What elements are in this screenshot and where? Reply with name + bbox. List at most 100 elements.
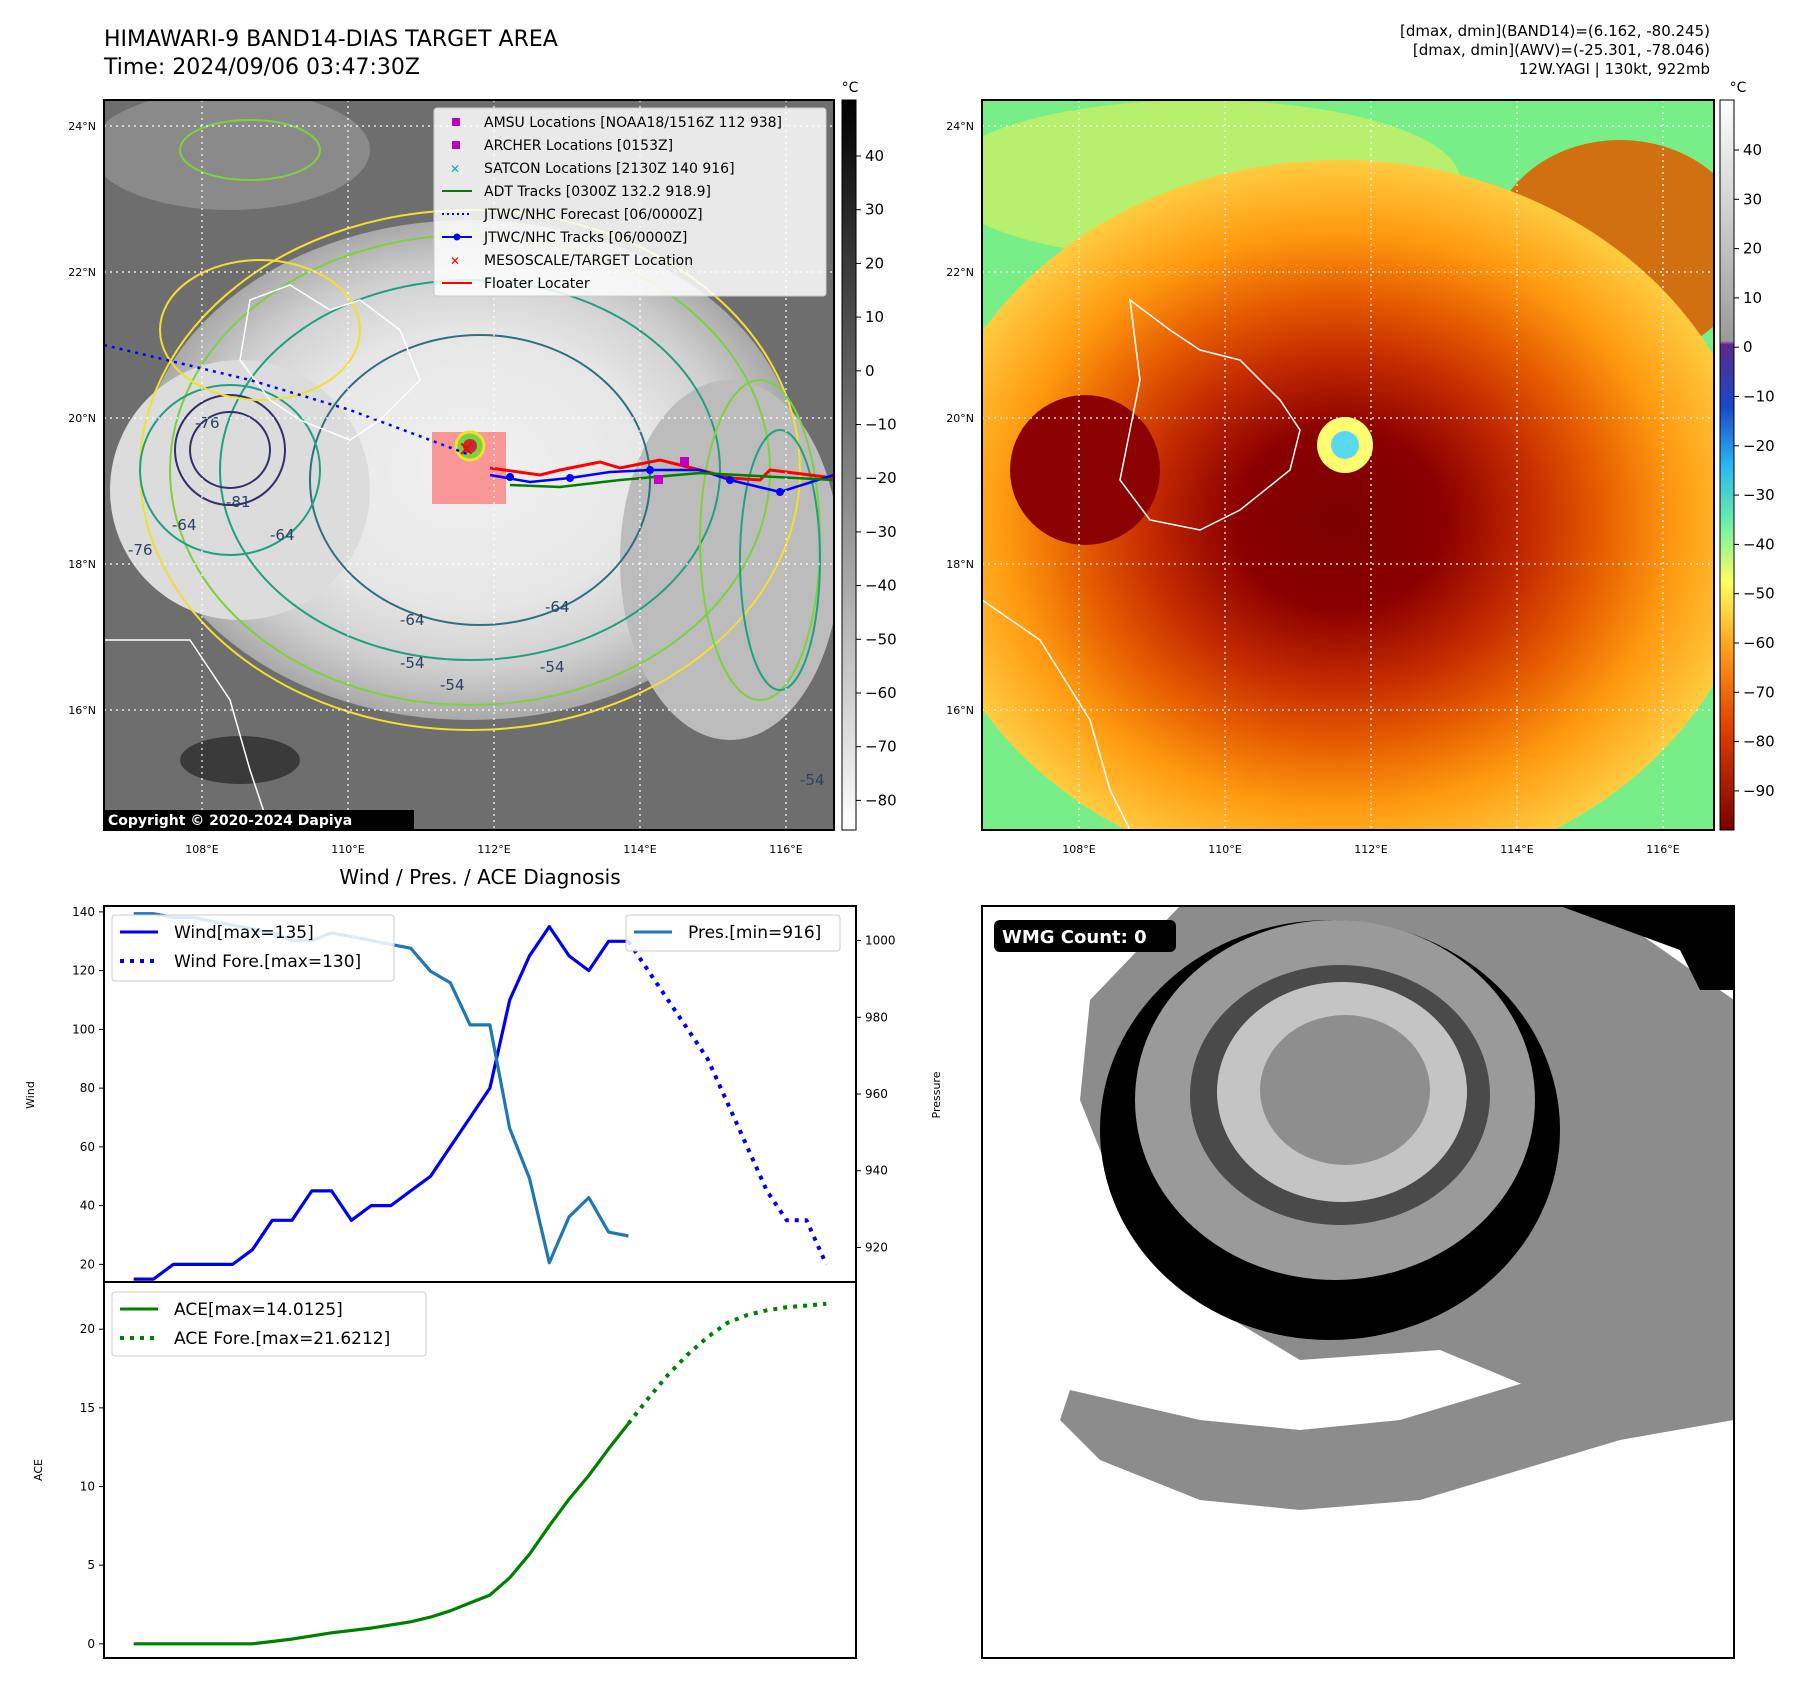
pressure-tick-label: 940 xyxy=(865,1164,888,1178)
ir-contour-labels: -64 -54 -76 -81 -64 -64 -54 -54 -54 -64 … xyxy=(128,414,825,789)
colorbar-tick-label: 10 xyxy=(1743,289,1762,307)
ace-tick-label: 15 xyxy=(80,1401,95,1415)
svg-text:20°N: 20°N xyxy=(68,412,96,425)
ace-tick-label: 0 xyxy=(87,1637,95,1651)
wmg-ne-corner xyxy=(1560,906,1734,990)
colorbar-tick-label: 30 xyxy=(865,201,884,219)
colorbar-tick-label: −80 xyxy=(1743,733,1775,751)
ir-legend: AMSU Locations [NOAA18/1516Z 112 938] AR… xyxy=(433,107,827,297)
svg-text:-64: -64 xyxy=(172,516,197,534)
svg-text:-76: -76 xyxy=(128,541,153,559)
mesoscale-target-marker: ✕ xyxy=(458,437,475,461)
wmg-frame xyxy=(981,905,1735,1659)
wind-tick-label: 40 xyxy=(80,1199,95,1213)
colorbar-tick-label: 30 xyxy=(1743,190,1762,208)
legend-archer-swatch xyxy=(452,141,460,149)
legend-ace: ACE[max=14.0125] xyxy=(174,1300,343,1320)
colorbar-tick-label: −80 xyxy=(865,791,897,809)
awv-storm-field xyxy=(982,160,1714,830)
info-awv: [dmax, dmin](AWV)=(-25.301, -78.046) xyxy=(1412,41,1710,59)
awv-frame xyxy=(981,99,1715,831)
svg-text:18°N: 18°N xyxy=(946,558,974,571)
svg-text:112°E: 112°E xyxy=(477,843,510,856)
awv-eye xyxy=(1331,431,1359,459)
ace-tick-label: 20 xyxy=(80,1322,95,1336)
svg-text:20°N: 20°N xyxy=(946,412,974,425)
ace-tick-label: 5 xyxy=(87,1558,95,1572)
legend-wind: Wind[max=135] xyxy=(174,923,314,943)
copyright-text: Copyright © 2020-2024 Dapiya xyxy=(108,813,352,829)
svg-text:110°E: 110°E xyxy=(331,843,364,856)
svg-text:-54: -54 xyxy=(540,658,565,676)
colorbar-tick-label: 20 xyxy=(865,254,884,272)
legend-tracks: JTWC/NHC Tracks [06/0000Z] xyxy=(483,230,687,246)
pressure-tick-label: 960 xyxy=(865,1087,888,1101)
legend-tracks-dot xyxy=(453,233,461,241)
wmg-eye xyxy=(1260,1015,1430,1165)
ir-coastline xyxy=(239,284,421,441)
colorbar-tick-label: −20 xyxy=(865,469,897,487)
svg-text:112°E: 112°E xyxy=(1354,843,1387,856)
colorbar-tick-label: −20 xyxy=(1743,437,1775,455)
svg-text:24°N: 24°N xyxy=(946,120,974,133)
jtwc-track-points xyxy=(506,466,784,496)
svg-text:-81: -81 xyxy=(226,493,251,511)
legend-amsu-swatch xyxy=(452,118,460,126)
ir-cloud-band-nw xyxy=(104,100,370,210)
wind-axis-label: Wind xyxy=(24,1081,37,1109)
copyright-box xyxy=(104,810,414,830)
colorbar-tick-label: −10 xyxy=(1743,388,1775,406)
figure-info: [dmax, dmin](BAND14)=(6.162, -80.245) [d… xyxy=(1400,22,1710,79)
pressure-tick-label: 980 xyxy=(865,1010,888,1024)
colorbar-tick-label: 0 xyxy=(1743,338,1753,356)
storm-eye-core xyxy=(463,439,477,453)
colorbar-tick-label: −40 xyxy=(865,577,897,595)
pressure-axis-label: Pressure xyxy=(930,1071,943,1118)
ir-lon-labels: 108°E 110°E 112°E 114°E 116°E xyxy=(185,843,802,856)
wind-tick-label: 140 xyxy=(72,905,95,919)
ace-line xyxy=(133,1422,630,1646)
colorbar-tick-label: −60 xyxy=(1743,634,1775,652)
awv-colorbar-ticks: 40 30 20 10 0 −10 −20 −30 −40 −50 −60 −70 −80 −90 xyxy=(1734,141,1775,800)
svg-text:-64: -64 xyxy=(400,611,425,629)
svg-text:-64: -64 xyxy=(545,598,570,616)
colorbar-tick-label: −90 xyxy=(1743,782,1775,800)
ir-colorbar xyxy=(841,99,857,831)
svg-text:-54: -54 xyxy=(440,676,465,694)
legend-archer: ARCHER Locations [0153Z] xyxy=(484,138,673,154)
awv-west-dry-slot xyxy=(1010,395,1160,545)
wind-legend: Wind[max=135] Wind Fore.[max=130] xyxy=(111,914,395,982)
colorbar-tick-label: −50 xyxy=(865,630,897,648)
ir-colorbar-unit: °C xyxy=(842,80,859,96)
awv-gridlines xyxy=(982,100,1714,830)
wind-line xyxy=(133,924,629,1281)
legend-forecast: JTWC/NHC Forecast [06/0000Z] xyxy=(483,207,703,223)
wmg-spiral-band xyxy=(1060,1340,1734,1510)
awv-lat-labels: 24°N 22°N 20°N 18°N 16°N xyxy=(946,120,974,717)
amsu-markers xyxy=(654,457,689,484)
svg-text:24°N: 24°N xyxy=(68,120,96,133)
wind-tick-label: 60 xyxy=(80,1140,95,1154)
legend-wind-fore: Wind Fore.[max=130] xyxy=(174,952,361,972)
wind-tick-label: 80 xyxy=(80,1081,95,1095)
wmg-panel: WMG Count: 0 xyxy=(981,905,1735,1659)
svg-text:-54: -54 xyxy=(800,771,825,789)
ace-series xyxy=(133,1301,827,1646)
legend-amsu: AMSU Locations [NOAA18/1516Z 112 938] xyxy=(484,115,782,131)
awv-coastline xyxy=(1119,298,1301,531)
awv-lon-labels: 108°E 110°E 112°E 114°E 116°E xyxy=(1062,843,1679,856)
svg-text:108°E: 108°E xyxy=(1062,843,1095,856)
colorbar-tick-label: −60 xyxy=(865,684,897,702)
colorbar-tick-label: −70 xyxy=(1743,683,1775,701)
svg-text:-54: -54 xyxy=(400,654,425,672)
wind-pressure-chart: 20 40 60 80 100 120 140 920 940 960 980 1000 Wind … xyxy=(24,905,943,1283)
colorbar-tick-label: −10 xyxy=(865,416,897,434)
awv-colorbar-unit: °C xyxy=(1730,80,1747,96)
pressure-axis-ticks: 920 940 960 980 1000 xyxy=(856,934,896,1254)
svg-text:16°N: 16°N xyxy=(68,704,96,717)
svg-text:114°E: 114°E xyxy=(1500,843,1533,856)
legend-target: MESOSCALE/TARGET Location xyxy=(484,253,693,269)
ir-lat-labels: 24°N 22°N 20°N 18°N 16°N xyxy=(68,120,96,717)
colorbar-tick-label: 20 xyxy=(1743,240,1762,258)
